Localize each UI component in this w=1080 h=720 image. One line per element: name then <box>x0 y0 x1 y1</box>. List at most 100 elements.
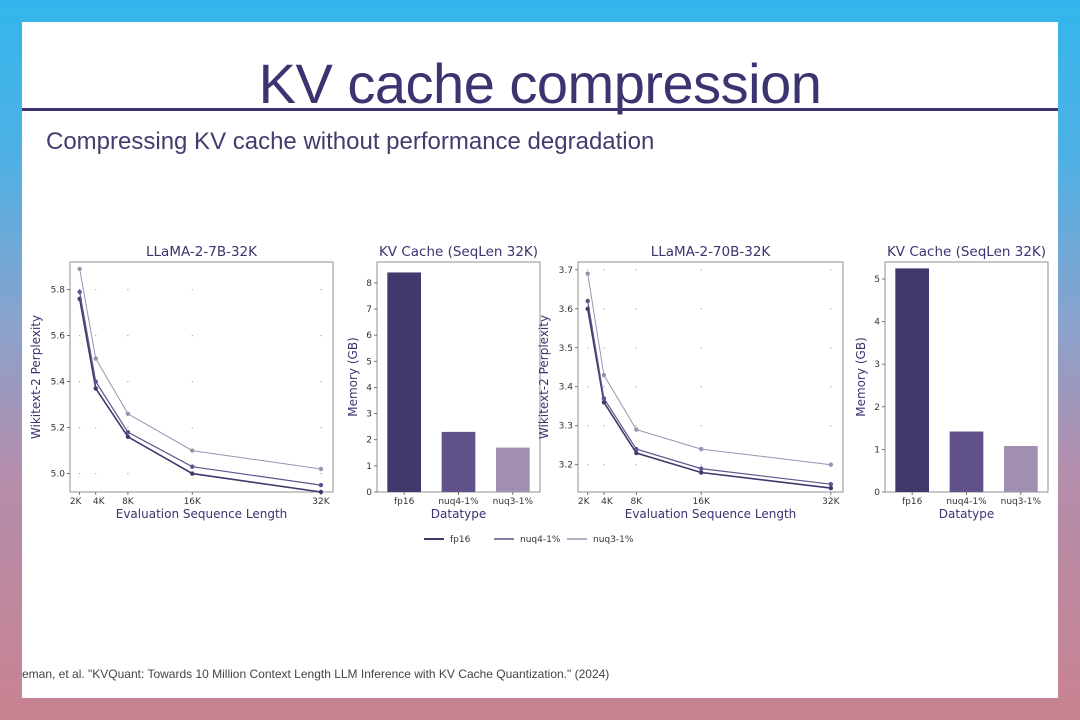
data-point <box>828 485 834 491</box>
data-point <box>190 448 195 453</box>
plot-frame <box>577 261 844 493</box>
y-tick-label: 3.4 <box>559 383 574 393</box>
plot-frame <box>69 261 334 493</box>
data-point <box>585 271 590 276</box>
grid-dot <box>320 473 322 475</box>
data-point <box>318 482 324 488</box>
grid-dot <box>700 347 702 349</box>
y-axis-label: Wikitext-2 Perplexity <box>537 315 551 439</box>
grid-dot <box>320 427 322 429</box>
x-tick-label: nuq4-1% <box>438 497 479 507</box>
series-line-nuq4-1% <box>79 291 322 486</box>
y-tick-label: 5.6 <box>51 332 66 342</box>
y-tick-label: 7 <box>366 305 372 315</box>
x-tick-label: 2K <box>578 497 591 507</box>
grid-dot <box>603 425 605 427</box>
x-tick-label: fp16 <box>394 497 415 507</box>
citation: eman, et al. "KVQuant: Towards 10 Millio… <box>22 667 610 681</box>
series-line-fp16 <box>78 298 322 493</box>
grid-dot <box>635 425 637 427</box>
x-tick-label: nuq3-1% <box>1001 497 1042 507</box>
y-tick-label: 8 <box>366 279 372 289</box>
y-tick-label: 3.5 <box>559 344 573 354</box>
x-tick-label: 4K <box>601 497 614 507</box>
data-point <box>77 289 82 295</box>
y-tick-label: 6 <box>366 331 372 341</box>
grid-dot <box>700 464 702 466</box>
bar-nuq3-1% <box>495 447 530 492</box>
grid-dot <box>603 464 605 466</box>
x-tick-label: 32K <box>822 497 840 507</box>
legend-label: nuq3-1% <box>593 535 634 545</box>
y-axis-label: Memory (GB) <box>346 337 360 417</box>
chart-2 <box>374 261 541 495</box>
grid-dot <box>127 473 129 475</box>
grid-dot <box>587 425 589 427</box>
data-point <box>125 411 131 416</box>
y-tick-label: 5.0 <box>51 470 66 480</box>
x-tick-label: nuq4-1% <box>946 497 987 507</box>
legend-label: nuq4-1% <box>520 535 561 545</box>
x-tick-label: 16K <box>184 497 202 507</box>
y-tick-label: 1 <box>366 462 372 472</box>
data-point <box>698 466 704 471</box>
data-point <box>93 386 98 391</box>
y-tick-label: 3.3 <box>559 422 573 432</box>
series-line-nuq3-1% <box>587 273 831 466</box>
x-tick-label: 32K <box>312 497 330 507</box>
x-axis-label: Evaluation Sequence Length <box>625 507 797 521</box>
grid-dot <box>320 381 322 383</box>
grid-dot <box>320 289 322 291</box>
chart-title: LLaMA-2-7B-32K <box>146 244 258 260</box>
grid-dot <box>127 289 129 291</box>
y-tick-label: 5.8 <box>51 286 66 296</box>
grid-dot <box>79 427 81 429</box>
grid-dot <box>127 427 129 429</box>
y-tick-label: 4 <box>874 318 880 328</box>
chart-title: KV Cache (SeqLen 32K) <box>887 244 1046 260</box>
grid-dot <box>191 427 193 429</box>
grid-dot <box>830 269 832 271</box>
bar-nuq4-1% <box>949 431 984 492</box>
data-point <box>318 466 324 472</box>
data-point <box>601 372 607 378</box>
chart-title: KV Cache (SeqLen 32K) <box>379 244 538 260</box>
y-tick-label: 5.4 <box>51 378 66 388</box>
y-tick-label: 4 <box>366 383 372 393</box>
y-tick-label: 3.7 <box>559 266 573 276</box>
grid-dot <box>700 386 702 388</box>
grid-dot <box>830 425 832 427</box>
y-tick-label: 2 <box>874 403 880 413</box>
grid-dot <box>635 386 637 388</box>
x-tick-label: 8K <box>631 497 644 507</box>
y-tick-label: 0 <box>366 488 372 498</box>
data-point <box>190 471 195 476</box>
grid-dot <box>700 425 702 427</box>
grid-dot <box>700 308 702 310</box>
grid-dot <box>830 308 832 310</box>
grid-dot <box>95 473 97 475</box>
data-point <box>634 446 639 452</box>
y-tick-label: 0 <box>874 488 880 498</box>
chart-title: LLaMA-2-70B-32K <box>651 244 772 260</box>
y-axis-label: Wikitext-2 Perplexity <box>29 315 43 439</box>
y-tick-label: 3.6 <box>559 305 574 315</box>
title-divider <box>22 108 1058 111</box>
grid-dot <box>603 269 605 271</box>
grid-dot <box>191 381 193 383</box>
grid-dot <box>95 427 97 429</box>
bar-nuq4-1% <box>441 431 476 492</box>
x-tick-label: nuq3-1% <box>493 497 534 507</box>
chart-3 <box>575 261 844 495</box>
data-point <box>93 379 98 384</box>
y-tick-label: 1 <box>874 445 880 455</box>
series-line-fp16 <box>586 308 831 489</box>
grid-dot <box>79 335 81 337</box>
grid-dot <box>95 335 97 337</box>
x-tick-label: 4K <box>93 497 106 507</box>
x-tick-label: fp16 <box>902 497 923 507</box>
grid-dot <box>587 347 589 349</box>
bar-nuq3-1% <box>1003 446 1038 492</box>
chart-4 <box>882 261 1049 495</box>
